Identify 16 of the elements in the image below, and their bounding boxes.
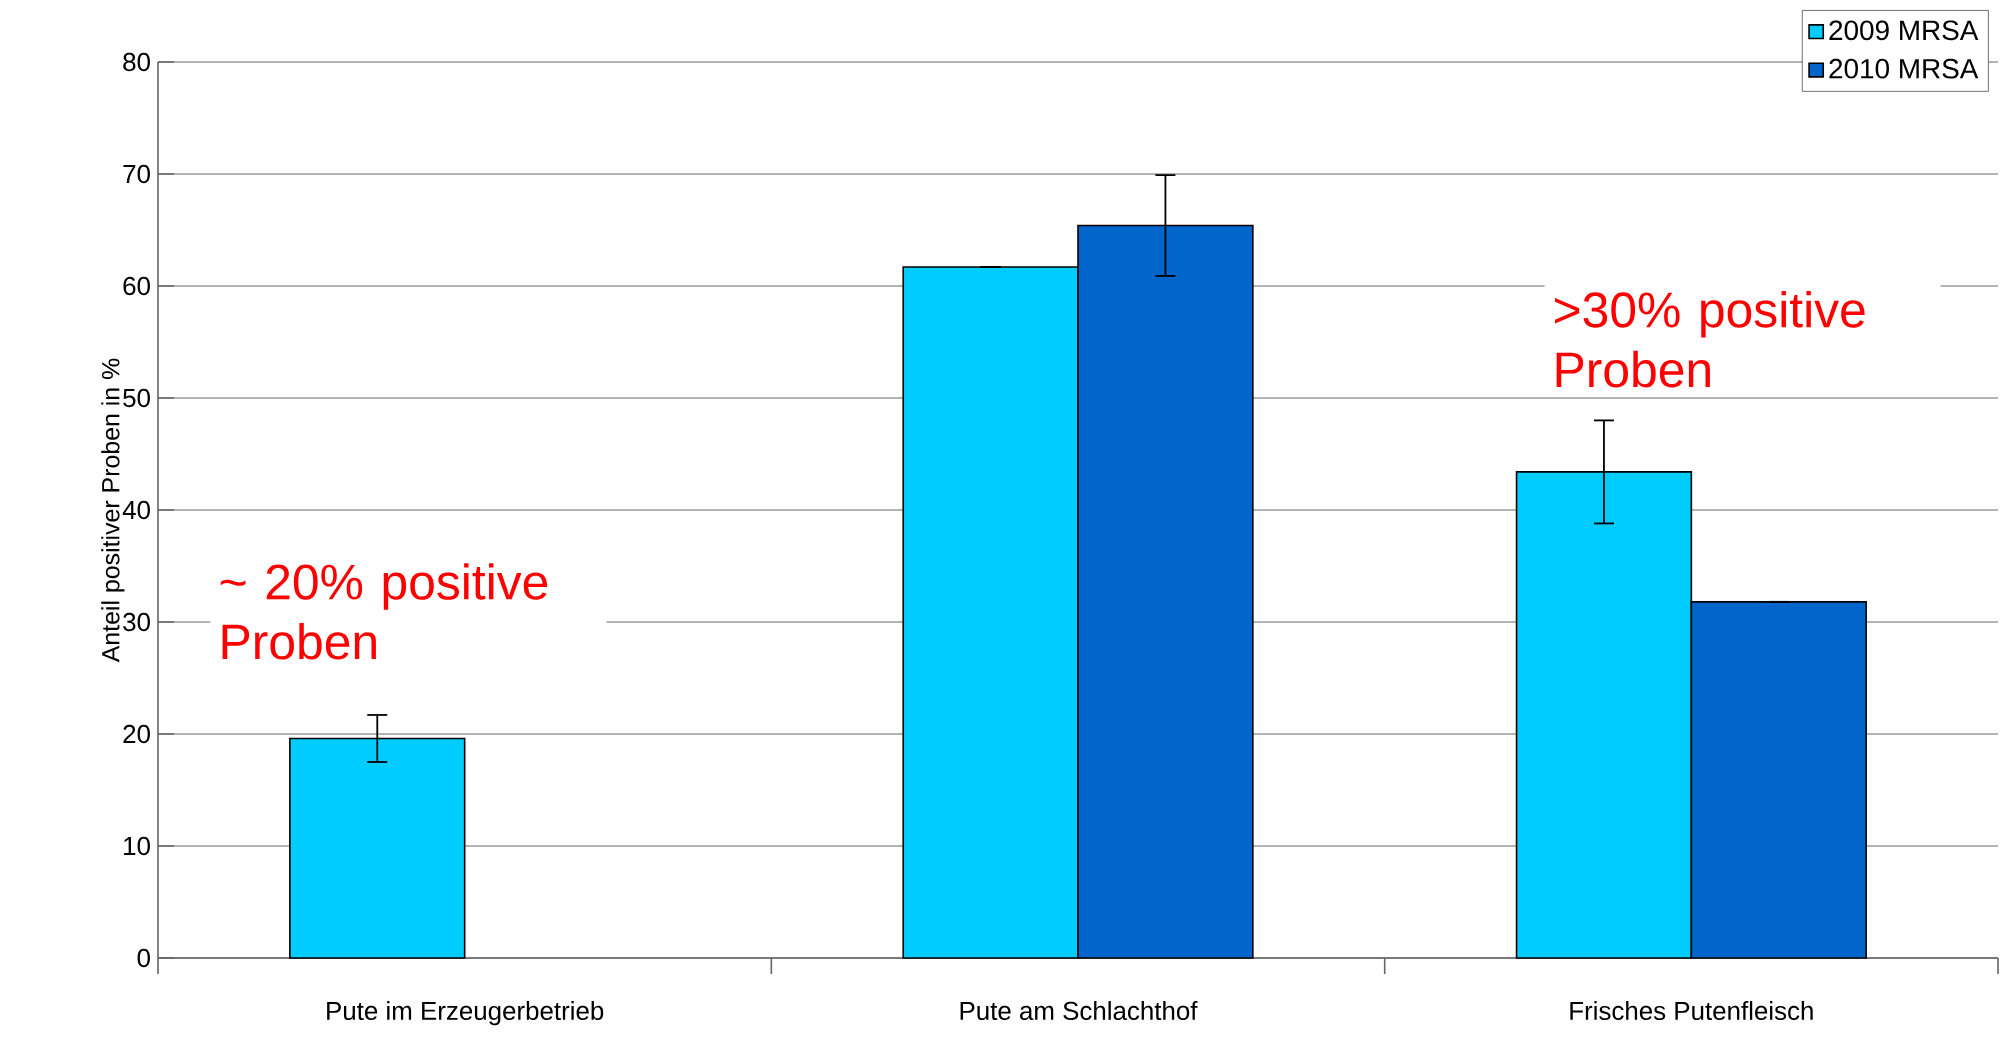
annotation: ~ 20% positive Proben [220, 563, 548, 660]
bar [289, 737, 466, 959]
y-tick-label: 70 [123, 164, 150, 184]
y-tick-label: 20 [123, 724, 150, 744]
x-tick-label: Pute am Schlachthof [960, 1001, 1198, 1021]
y-tick-label: 30 [123, 612, 150, 632]
y-tick-label: 10 [124, 836, 150, 856]
y-tick-label: 50 [123, 388, 150, 408]
y-tick-label: 60 [123, 276, 150, 296]
legend-label: 2009 MRSA [1829, 20, 1979, 41]
x-tick-label: Pute im Erzeugerbetrieb [327, 1001, 604, 1026]
y-tick-label: 80 [123, 52, 150, 72]
legend-label: 2010 MRSA [1829, 58, 1979, 79]
y-tick-label: 0 [137, 948, 150, 968]
x-tick-label: Frisches Putenfleisch [1570, 1001, 1813, 1021]
annotation: >30% positive Proben [1555, 291, 1865, 388]
